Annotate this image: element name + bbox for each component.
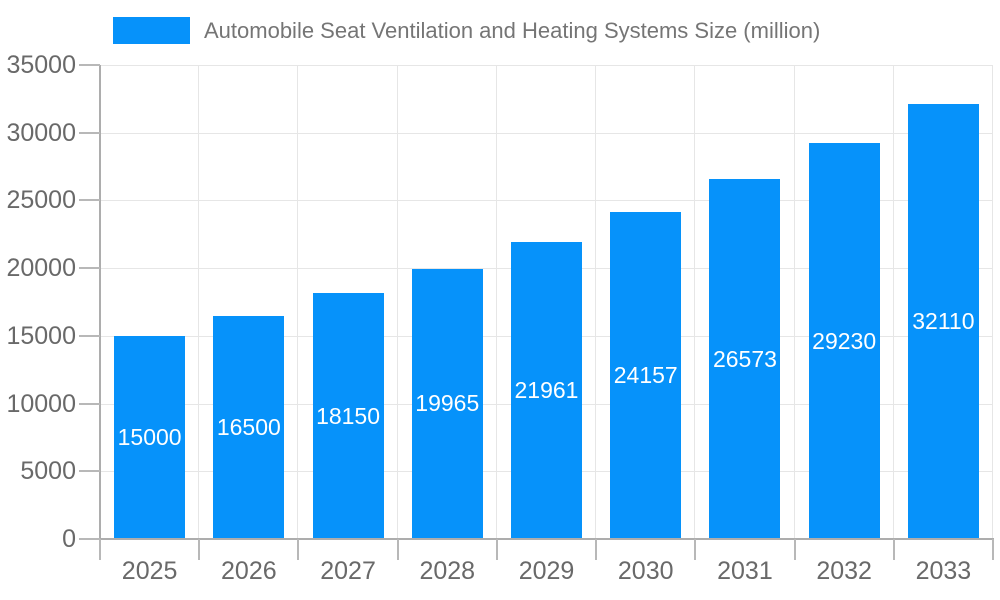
y-axis-tick <box>79 470 100 473</box>
y-axis-tick-label: 35000 <box>6 51 76 79</box>
bar-value-label: 21961 <box>514 376 579 403</box>
x-axis-tick <box>297 539 300 560</box>
gridline-vertical <box>495 65 497 539</box>
bar-value-label: 15000 <box>117 423 182 450</box>
x-axis-tick-label: 2025 <box>121 557 178 585</box>
y-axis-tick <box>79 334 100 337</box>
x-axis-tick-label: 2029 <box>518 557 575 585</box>
y-axis-tick-label: 30000 <box>6 118 76 147</box>
x-axis-tick <box>396 539 399 560</box>
bar-value-label: 32110 <box>912 308 975 335</box>
bar-2027: 18150 <box>312 293 384 539</box>
y-axis-tick-label: 0 <box>62 525 76 553</box>
gridline-horizontal <box>100 200 993 202</box>
x-axis-line <box>99 538 994 540</box>
bar-2031: 26573 <box>709 179 781 539</box>
bar-value-label: 16500 <box>216 413 281 440</box>
bar-value-label: 19965 <box>415 390 480 417</box>
y-axis-tick <box>79 267 100 270</box>
x-axis-tick-label: 2028 <box>419 557 476 585</box>
y-axis-tick-label: 25000 <box>6 186 76 215</box>
bar-value-label: 29230 <box>812 327 877 354</box>
bar-2026: 16500 <box>213 315 285 539</box>
bar-2030: 24157 <box>610 211 682 539</box>
bar-2028: 19965 <box>411 268 483 539</box>
x-axis-tick <box>198 539 201 560</box>
x-axis-tick <box>595 539 598 560</box>
bar-2025: 15000 <box>114 335 186 539</box>
x-axis-tick-label: 2026 <box>221 557 277 585</box>
y-axis-line <box>99 65 101 541</box>
y-axis-tick-label: 20000 <box>6 254 76 283</box>
gridline-vertical <box>892 65 894 539</box>
x-axis-tick <box>99 539 101 560</box>
gridline-horizontal <box>100 65 993 66</box>
chart-legend[interactable]: Automobile Seat Ventilation and Heating … <box>113 15 820 46</box>
bar-2033: 32110 <box>907 104 979 539</box>
x-axis-tick <box>992 539 994 560</box>
bar-2032: 29230 <box>808 143 880 539</box>
gridline-vertical <box>793 65 795 539</box>
y-axis-tick <box>79 402 100 405</box>
y-axis-tick <box>79 538 100 540</box>
legend-swatch <box>113 17 190 44</box>
x-axis-tick <box>793 539 796 560</box>
gridline-vertical <box>595 65 597 539</box>
bar-value-label: 18150 <box>316 402 381 429</box>
gridline-vertical <box>992 65 993 539</box>
x-axis-tick-label: 2031 <box>717 557 773 585</box>
gridline-vertical <box>396 65 398 539</box>
x-axis-tick <box>495 539 498 560</box>
y-axis-tick <box>79 199 100 202</box>
x-axis-tick-label: 2033 <box>915 557 972 585</box>
legend-label: Automobile Seat Ventilation and Heating … <box>204 17 821 43</box>
x-axis-tick <box>694 539 697 560</box>
y-axis-tick <box>79 64 100 66</box>
y-axis-tick-label: 15000 <box>6 321 76 350</box>
y-axis-tick <box>79 131 100 134</box>
plot-area: 15000 16500 18150 19965 21961 24157 26573 29230… <box>100 65 993 539</box>
x-axis-tick <box>892 539 895 560</box>
gridline-vertical <box>198 65 200 539</box>
bar-value-label: 24157 <box>613 361 678 388</box>
bar-value-label: 26573 <box>712 345 777 372</box>
x-axis-tick-label: 2030 <box>617 557 674 585</box>
bar-2029: 21961 <box>511 241 582 539</box>
gridline-horizontal <box>100 132 993 134</box>
gridline-vertical <box>694 65 696 539</box>
x-axis-tick-label: 2027 <box>320 557 376 585</box>
gridline-vertical <box>297 65 299 539</box>
y-axis-tick-label: 10000 <box>6 389 76 418</box>
y-axis-tick-label: 5000 <box>20 457 76 486</box>
x-axis-tick-label: 2032 <box>816 557 872 585</box>
